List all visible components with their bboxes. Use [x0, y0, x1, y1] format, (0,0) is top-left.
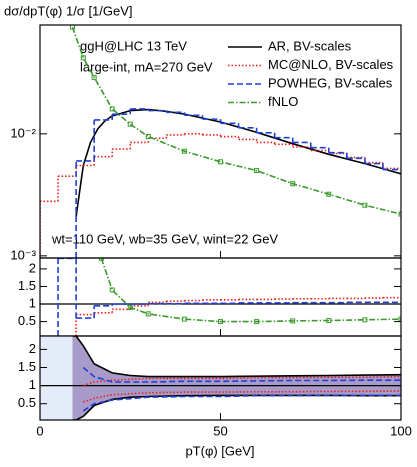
annotation: wt=110 GeV, wb=35 GeV, wint=22 GeV [51, 231, 278, 246]
band [40, 336, 77, 420]
band-edge [82, 366, 401, 383]
marker [362, 317, 368, 323]
marker [91, 74, 97, 80]
x-tick-label: 100 [390, 423, 412, 438]
marker [145, 134, 151, 140]
series-line [100, 258, 401, 323]
annotation: large-int, mA=270 GeV [80, 59, 213, 74]
frame [39, 335, 402, 421]
plot-area [40, 336, 401, 420]
y-tick-label: 1.5 [18, 278, 36, 293]
marker [181, 316, 187, 322]
y-tick-label: 0.5 [18, 395, 36, 410]
y-tick-label: 2 [29, 341, 36, 356]
marker [127, 121, 133, 127]
marker [398, 316, 401, 322]
marker [362, 202, 368, 208]
marker [109, 287, 115, 293]
marker [145, 311, 151, 317]
y-tick-label: 10⁻³ [10, 247, 36, 262]
x-tick-label: 50 [213, 423, 227, 438]
frame [39, 257, 402, 337]
y-tick-label: 0.5 [18, 313, 36, 328]
marker [254, 168, 260, 174]
band-edge [82, 394, 401, 412]
marker [218, 319, 223, 325]
marker [80, 55, 86, 61]
plot-area [40, 258, 401, 336]
chart-title: dσ/dpT(φ) 1/σ [1/GeV] [4, 3, 133, 18]
y-tick-label: 1 [29, 295, 36, 310]
y-tick-label: 10⁻² [10, 125, 36, 140]
marker [398, 211, 401, 217]
band-edge [72, 336, 401, 378]
y-tick-label: 2 [29, 260, 36, 275]
x-tick-label: 0 [36, 423, 43, 438]
marker [181, 148, 187, 154]
annotation: ggH@LHC 13 TeV [80, 38, 187, 53]
series-line [71, 26, 401, 215]
marker [218, 159, 223, 165]
band-edge [83, 375, 401, 387]
marker [326, 191, 332, 197]
marker [109, 106, 115, 112]
marker [290, 318, 296, 324]
x-axis-label: pT(φ) [GeV] [185, 443, 254, 458]
marker [254, 319, 260, 325]
y-tick-label: 1.5 [18, 359, 36, 374]
legend-label: POWHEG, BV-scales [268, 75, 393, 90]
marker [290, 181, 296, 187]
legend-label: MC@NLO, BV-scales [268, 57, 394, 72]
legend-label: AR, BV-scales [268, 38, 352, 53]
marker [127, 305, 133, 311]
legend-label: fNLO [268, 94, 298, 109]
plot-area [40, 25, 401, 258]
marker [326, 318, 332, 324]
y-tick-label: 1 [29, 377, 36, 392]
